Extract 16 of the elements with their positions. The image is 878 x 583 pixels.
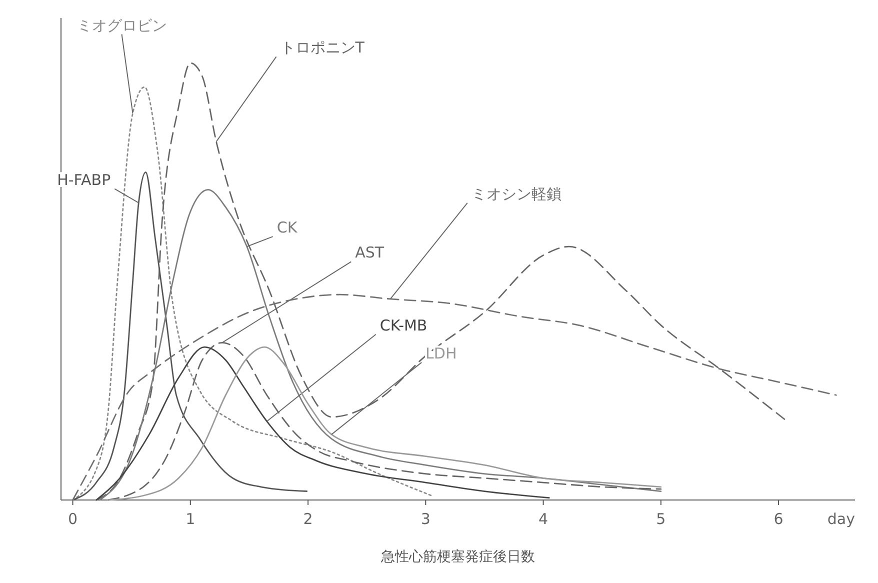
text: CK [276,218,298,237]
text: ミオグロビン [76,16,167,34]
x-tick-label: 5 [656,510,666,528]
x-tick-label: 1 [186,510,196,528]
text: トロポニンT [280,38,366,57]
text: AST [355,244,385,262]
x-tick-label: 0 [68,510,78,528]
x-tick-label: 4 [538,510,548,528]
text: ミオシン軽鎖 [471,184,562,203]
text: CK-MB [380,316,428,334]
text: LDH [426,344,457,362]
x-tick-label: 3 [420,510,430,528]
x-axis-title: 急性心筋梗塞発症後日数 [380,549,535,565]
text: day [827,510,856,528]
x-tick-label: 6 [774,510,784,528]
x-tick-label: 2 [303,510,313,528]
